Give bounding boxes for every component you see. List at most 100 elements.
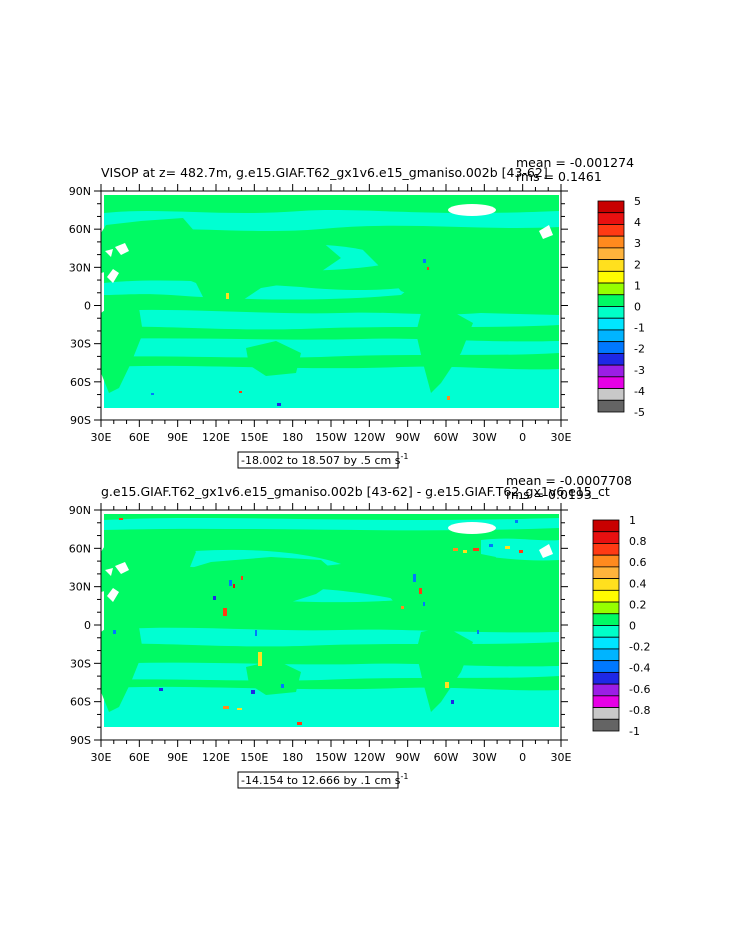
colorbar-label: 0.2	[629, 598, 647, 611]
colorbar-swatch	[592, 531, 620, 544]
stat-mean: mean = -0.001274	[516, 155, 634, 170]
ice-region	[448, 204, 496, 216]
x-tick-label: 90E	[167, 751, 188, 764]
y-tick-label: 60S	[70, 376, 91, 389]
colorbar-label: 1	[629, 514, 636, 527]
colorbar-swatch	[597, 200, 625, 214]
colorbar-swatch	[597, 399, 625, 413]
colorbar-swatch	[592, 707, 620, 720]
colorbar: 1 0.8 0.6 0.4 0.2 0 -0.2 -0.4 -0.6 -0.8 -1	[592, 514, 650, 738]
colorbar-swatch	[597, 247, 625, 261]
ice-region	[539, 544, 553, 558]
map-plot: 30E 60E 90E 120E 150E 180 150W 120W 90W 60W 30W 0 30…	[69, 184, 572, 444]
colorbar-swatch	[597, 341, 625, 354]
range-label: -14.154 to 12.666 by .1 cm s-1	[237, 771, 408, 789]
colorbar-swatch	[592, 683, 620, 697]
colorbar-label: -4	[634, 385, 645, 398]
axis-ticks	[94, 503, 568, 747]
colorbar-label: -0.4	[629, 662, 650, 675]
y-tick-label: 90S	[70, 414, 91, 427]
colorbar-label: -0.6	[629, 683, 650, 696]
ice-region	[448, 522, 496, 534]
stat-rms: rms = 0.0193	[506, 487, 592, 502]
y-tick-label: 60N	[69, 223, 91, 236]
colorbar-label: 3	[634, 237, 641, 250]
x-tick-label: 120W	[353, 751, 385, 764]
colorbar-label: 0.4	[629, 577, 647, 590]
stat-mean: mean = -0.0007708	[506, 473, 632, 488]
extreme-points	[151, 259, 450, 406]
colorbar-swatch	[592, 566, 620, 580]
colorbar-swatch	[597, 212, 625, 225]
map-plot: 30E 60E 90E 120E 150E 180 150W 120W 90W 60W 30W 0 30…	[69, 503, 572, 764]
panel-title: VISOP at z= 482.7m, g.e15.GIAF.T62_gx1v6…	[101, 165, 548, 180]
colorbar-swatch	[592, 648, 620, 662]
y-tick-label: 30S	[70, 657, 91, 670]
colorbar-swatch	[597, 235, 625, 249]
colorbar-label: -1	[634, 322, 645, 335]
colorbar-label: 5	[634, 195, 641, 208]
x-tick-labels: 30E 60E 90E 120E 150E 180 150W 120W 90W 60W 30W 0 30…	[91, 751, 572, 764]
colorbar-swatch	[597, 376, 625, 389]
y-tick-labels: 90N 60N 30N 0 30S 60S 90S	[69, 185, 91, 427]
y-tick-label: 90N	[69, 504, 91, 517]
y-tick-label: 90S	[70, 734, 91, 747]
y-tick-labels: 90N 60N 30N 0 30S 60S 90S	[69, 504, 91, 747]
colorbar-swatch	[597, 352, 625, 366]
x-tick-label: 30E	[551, 431, 572, 444]
colorbar-label: 0.8	[629, 535, 647, 548]
colorbar-swatch	[592, 625, 620, 638]
x-tick-label: 150E	[240, 431, 268, 444]
colorbar-swatch	[592, 578, 620, 591]
ice-region	[105, 243, 129, 283]
x-tick-label: 60W	[434, 431, 459, 444]
range-label: -18.002 to 18.507 by .5 cm s-1	[237, 451, 408, 469]
colorbar-swatch	[592, 671, 620, 685]
colorbar-label: -2	[634, 343, 645, 356]
x-tick-label: 30E	[91, 751, 112, 764]
colorbar-swatch	[597, 306, 625, 319]
colorbar-label: -0.2	[629, 641, 650, 654]
ice-region	[105, 562, 129, 602]
y-tick-label: 0	[84, 619, 91, 632]
x-tick-label: 30E	[91, 431, 112, 444]
colorbar-swatch	[592, 613, 620, 626]
panel-bottom: g.e15.GIAF.T62_gx1v6.e15_gmaniso.002b [4…	[69, 473, 650, 789]
y-tick-label: 0	[84, 300, 91, 313]
x-tick-label: 150E	[240, 751, 268, 764]
colorbar-label: 0.6	[629, 556, 647, 569]
x-tick-label: 180	[282, 431, 303, 444]
y-tick-label: 30N	[69, 261, 91, 274]
colorbar-swatch	[597, 224, 625, 237]
y-tick-label: 30N	[69, 581, 91, 594]
svg-text:-18.002 to 18.507 by .5 cm s-1: -18.002 to 18.507 by .5 cm s-1	[241, 452, 408, 467]
x-tick-label: 30E	[551, 751, 572, 764]
x-tick-labels: 30E 60E 90E 120E 150E 180 150W 120W 90W 60W 30W 0 30…	[91, 431, 572, 444]
y-tick-label: 30S	[70, 338, 91, 351]
colorbar-swatch	[592, 601, 620, 615]
x-tick-label: 60E	[129, 751, 150, 764]
colorbar-label: -3	[634, 364, 645, 377]
colorbar-label: 0	[629, 620, 636, 633]
x-tick-label: 30W	[472, 751, 497, 764]
colorbar-swatch	[597, 259, 625, 272]
colorbar-swatch	[597, 270, 625, 284]
x-tick-label: 120W	[353, 431, 385, 444]
y-tick-label: 60N	[69, 542, 91, 555]
x-tick-label: 0	[519, 751, 526, 764]
colorbar-label: 0	[634, 301, 641, 314]
y-tick-label: 90N	[69, 185, 91, 198]
colorbar-swatch	[592, 589, 620, 603]
x-tick-label: 60E	[129, 431, 150, 444]
colorbar-label: -5	[634, 406, 645, 419]
colorbar-swatch	[597, 329, 625, 343]
x-tick-label: 0	[519, 431, 526, 444]
colorbar-swatch	[592, 519, 620, 533]
colorbar-swatch	[597, 282, 625, 296]
x-tick-label: 180	[282, 751, 303, 764]
colorbar-swatch	[592, 718, 620, 732]
axis-ticks	[94, 184, 568, 427]
colorbar-swatch	[597, 294, 625, 307]
x-tick-label: 90E	[167, 431, 188, 444]
